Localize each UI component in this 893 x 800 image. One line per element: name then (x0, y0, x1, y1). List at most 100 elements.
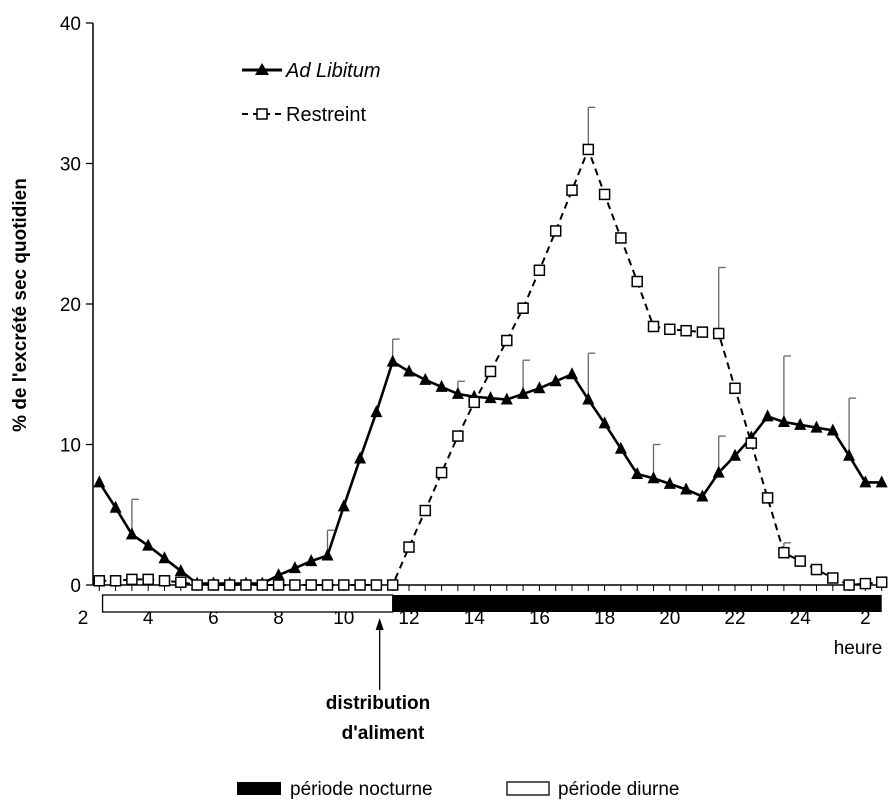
adlibitum-point (484, 391, 497, 404)
restreint-point (549, 225, 562, 237)
restreint-point (533, 264, 546, 277)
adlibitum-point (174, 563, 187, 576)
adlibitum-point (566, 367, 578, 380)
restreint-point (354, 579, 366, 591)
restreint-point (435, 466, 448, 479)
adlibitum-point (859, 475, 872, 488)
restreint-point (142, 573, 154, 586)
adlibitum-point (696, 489, 709, 502)
restreint-point (126, 573, 138, 586)
x-tick-label: 4 (143, 608, 154, 629)
restreint-point (859, 577, 872, 590)
x-tick-label: 18 (594, 608, 615, 629)
adlibitum-point (729, 448, 741, 461)
adlibitum-point (93, 475, 106, 488)
restreint-point (729, 382, 741, 395)
adlibitum-point (288, 561, 301, 574)
adlibitum-point (826, 423, 839, 436)
day-period-label: période diurne (558, 779, 679, 800)
night-swatch (237, 782, 281, 795)
adlibitum-point (142, 538, 155, 551)
restreint-point (680, 324, 692, 337)
restreint-point (207, 579, 220, 591)
feeding-annotation: distribution d'aliment (326, 618, 430, 744)
y-tick-label: 10 (60, 436, 81, 457)
adlibitum-point (354, 451, 367, 464)
restreint-point (794, 555, 806, 567)
x-tick-label: 14 (464, 608, 486, 629)
restreint-point (370, 579, 383, 591)
adlibitum-point (500, 392, 513, 405)
adlibitum-point (533, 381, 546, 394)
restreint-point (419, 504, 432, 517)
restreint-point (631, 275, 643, 288)
adlibitum-point (125, 527, 138, 540)
restreint-point (745, 437, 758, 449)
x-tick-label: 16 (529, 608, 550, 629)
x-tick-label: 12 (398, 608, 419, 629)
restreint-point (223, 579, 236, 591)
adlibitum-point (761, 409, 774, 422)
x-tick-label: 8 (273, 608, 284, 629)
adlibitum-point (403, 364, 415, 377)
adlibitum-point (663, 476, 676, 489)
x-tick-label: 24 (790, 608, 812, 629)
restreint-point (158, 575, 171, 587)
restreint-point (338, 579, 350, 591)
restreint-point (93, 575, 106, 587)
day-period-bar (101, 594, 394, 613)
restreint-point (664, 323, 676, 336)
restreint-point (501, 334, 513, 347)
adlibitum-point (370, 405, 383, 418)
x-tick-label: 6 (208, 608, 219, 629)
adlibitum-point (549, 374, 562, 387)
restreint-point (761, 492, 774, 504)
x-tick-label: 2 (860, 608, 871, 629)
period-legend: période nocturne période diurne (237, 779, 679, 800)
restreint-point (175, 576, 187, 588)
restreint-point (712, 327, 725, 340)
restreint-point (240, 579, 252, 591)
annotation-line2: d'aliment (342, 723, 425, 744)
legend-restreint-label: Restreint (286, 104, 366, 126)
restreint-point (468, 396, 480, 409)
adlibitum-point (321, 548, 334, 561)
restreint-point (272, 579, 285, 591)
restreint-point (386, 579, 399, 591)
adlibitum-point (631, 467, 644, 480)
restreint-point (827, 572, 839, 584)
restreint-point (582, 143, 595, 156)
adlibitum-point (712, 465, 725, 478)
adlibitum-point (843, 448, 856, 461)
night-period-bar (392, 595, 882, 612)
y-tick-label: 20 (60, 295, 81, 316)
restreint-point (778, 546, 790, 559)
adlibitum-point (272, 568, 285, 581)
adlibitum-point (337, 499, 350, 512)
restreint-point (843, 579, 855, 591)
restreint-point (191, 579, 203, 591)
adlibitum-point (647, 471, 660, 484)
x-axis-unit-label: heure (834, 638, 883, 659)
adlibitum-point (598, 416, 611, 429)
restreint-point (289, 579, 301, 591)
restreint-point (810, 563, 823, 576)
restreint-point (517, 302, 529, 314)
error-bars (131, 106, 857, 556)
restreint-point (256, 579, 269, 591)
legend-adlib-marker (255, 63, 269, 75)
series-markers (93, 143, 888, 591)
restreint-point (615, 232, 627, 244)
day-swatch (506, 781, 550, 796)
restreint-point (647, 320, 660, 333)
restreint-point (452, 430, 464, 442)
adlibitum-point (582, 392, 595, 405)
restreint-point (305, 579, 317, 591)
night-period-label: période nocturne (290, 779, 433, 800)
y-tick-label: 40 (60, 14, 81, 35)
x-tick-label: 2 (78, 608, 89, 629)
restreint-point (484, 365, 497, 378)
restreint-point (403, 541, 415, 553)
